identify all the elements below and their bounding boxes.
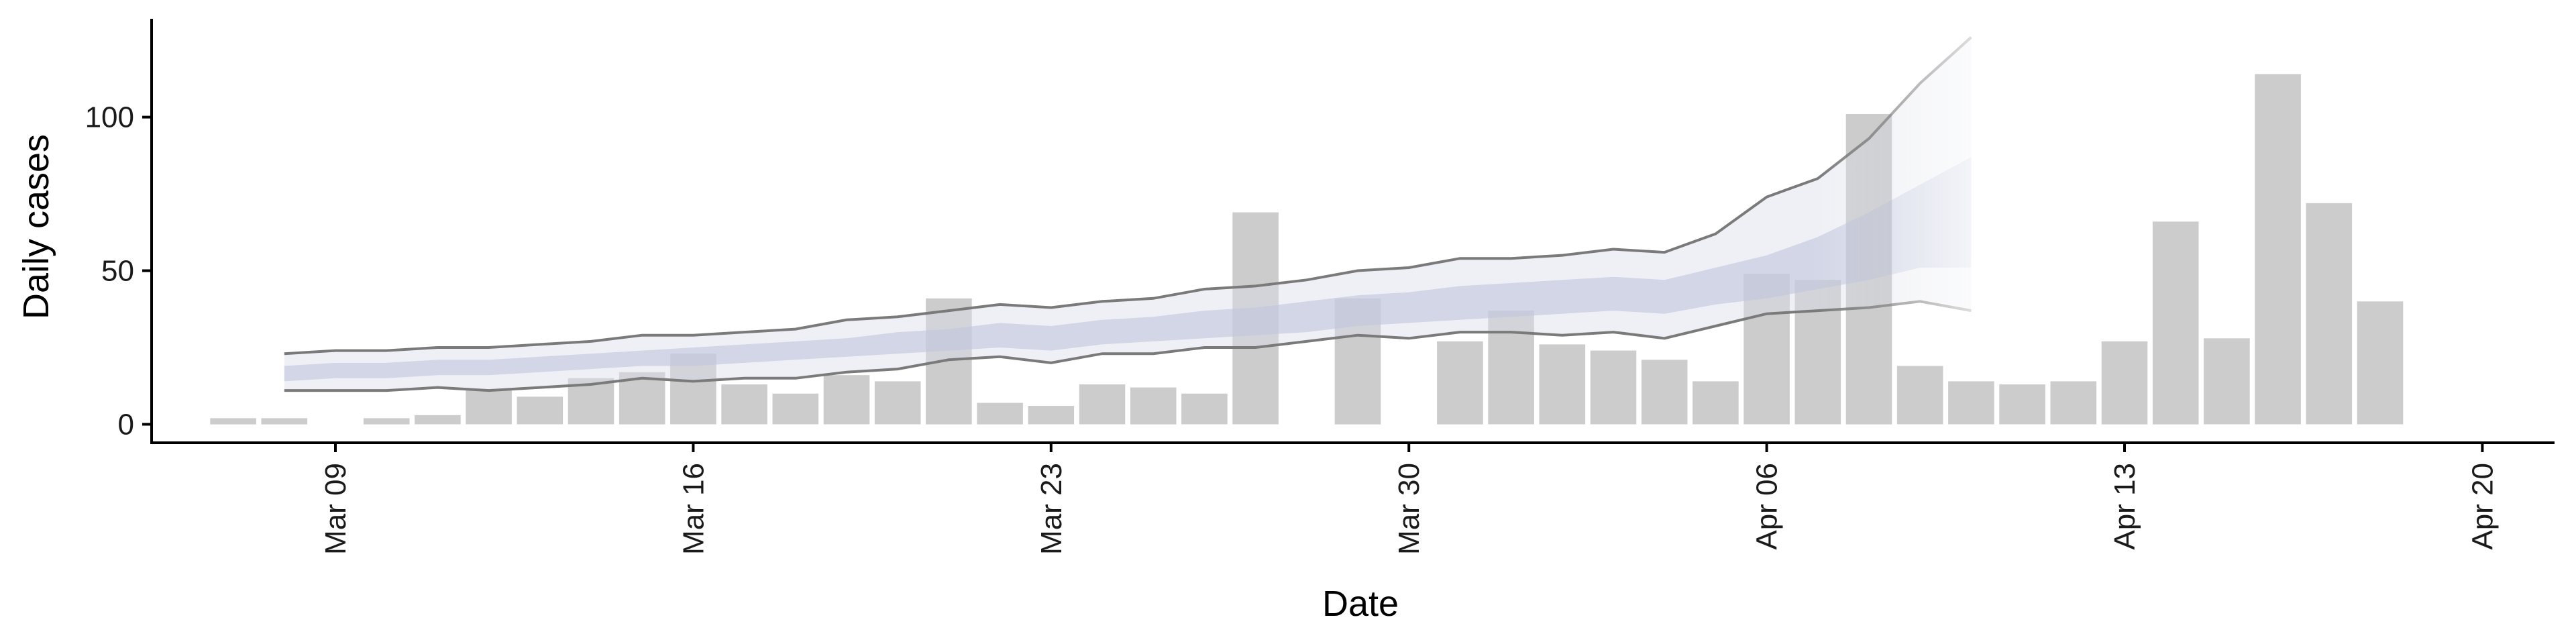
bar-2020-03-31: [1437, 341, 1483, 425]
x-tick-label: Apr 06: [1751, 463, 1784, 550]
x-tick-label: Mar 23: [1035, 463, 1068, 555]
bar-2020-04-04: [1641, 360, 1688, 425]
x-tick-label: Apr 20: [2466, 463, 2499, 550]
y-tick-label: 0: [118, 409, 134, 441]
y-axis-ticks: 0 50 100: [85, 101, 152, 441]
nowcast-lower-line: [284, 300, 1972, 392]
bar-2020-03-18: [772, 393, 819, 425]
y-tick-label: 50: [101, 255, 134, 288]
nowcast-band-50: [284, 157, 1972, 382]
x-tick-label: Apr 13: [2108, 463, 2141, 550]
bar-2020-04-05: [1693, 381, 1739, 425]
x-axis-ticks: Mar 09 Mar 16 Mar 23 Mar 30 Apr 06 Apr 13 Apr …: [319, 443, 2499, 555]
bar-2020-03-08: [261, 418, 308, 425]
bar-2020-03-23: [1028, 406, 1075, 425]
bar-2020-04-01: [1488, 311, 1534, 425]
bar-2020-03-17: [721, 384, 767, 425]
bar-2020-03-10: [363, 418, 410, 425]
bar-2020-04-09: [1896, 366, 1943, 425]
bar-2020-03-07: [210, 418, 256, 425]
x-axis-title: Date: [1322, 584, 1399, 624]
bar-2020-03-24: [1079, 384, 1126, 425]
bar-2020-04-16: [2255, 74, 2301, 425]
bar-2020-04-17: [2306, 203, 2353, 425]
x-tick-label: Mar 09: [319, 463, 352, 555]
bar-2020-03-13: [517, 396, 564, 425]
bar-2020-04-15: [2204, 338, 2250, 425]
nowcast-intervals: [284, 36, 1972, 392]
bar-2020-03-20: [874, 381, 921, 425]
bar-2020-03-22: [977, 402, 1023, 425]
bar-2020-04-13: [2101, 341, 2148, 425]
bar-2020-03-19: [823, 375, 870, 425]
bar-2020-04-03: [1590, 350, 1637, 425]
bar-2020-04-18: [2357, 301, 2404, 425]
bar-2020-04-14: [2152, 221, 2199, 425]
bar-2020-03-12: [466, 390, 512, 425]
y-tick-label: 100: [85, 101, 134, 134]
bar-2020-04-10: [1948, 381, 1994, 425]
bar-2020-03-25: [1130, 387, 1177, 425]
nowcast-upper-line: [284, 36, 1972, 356]
bar-2020-03-26: [1181, 393, 1228, 425]
x-tick-label: Mar 16: [677, 463, 710, 555]
bar-2020-04-07: [1794, 280, 1841, 425]
axes: 0 50 100 Mar 09 Mar 16 Mar 23 Mar 30 Apr 06 Apr…: [85, 19, 2555, 555]
x-tick-label: Mar 30: [1393, 463, 1426, 555]
daily-case-bars: [210, 74, 2404, 425]
y-axis-title: Daily cases: [16, 134, 56, 319]
bar-2020-03-11: [415, 415, 461, 425]
bar-2020-04-11: [1999, 384, 2045, 425]
bar-2020-04-12: [2050, 381, 2097, 425]
bar-2020-04-02: [1539, 344, 1586, 425]
